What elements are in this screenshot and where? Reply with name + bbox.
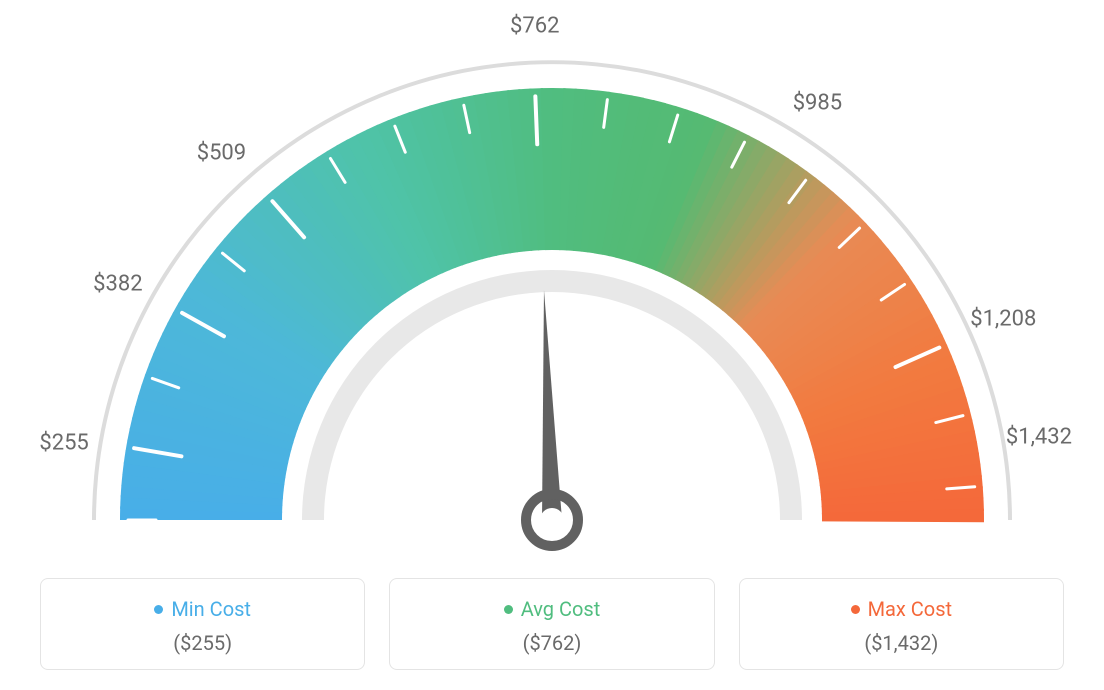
gauge-tick-label: $985 <box>793 91 842 116</box>
legend-title-avg: Avg Cost <box>504 597 601 621</box>
legend-value-avg: ($762) <box>400 631 703 655</box>
gauge-tick-label: $762 <box>510 14 559 39</box>
gauge-svg <box>0 0 1104 560</box>
legend-title-max: Max Cost <box>851 597 953 621</box>
gauge-tick-label: $509 <box>197 140 246 165</box>
legend-card-max: Max Cost ($1,432) <box>739 578 1064 670</box>
legend-row: Min Cost ($255) Avg Cost ($762) Max Cost… <box>0 578 1104 670</box>
legend-dot-max <box>851 605 860 614</box>
legend-title-text-min: Min Cost <box>171 597 251 621</box>
legend-value-min: ($255) <box>51 631 354 655</box>
gauge-tick-label: $1,208 <box>970 307 1036 332</box>
gauge-chart: $255 $382 $509 $762 $985 $1,208 $1,432 <box>0 0 1104 560</box>
legend-title-min: Min Cost <box>154 597 251 621</box>
gauge-tick-label: $382 <box>93 272 142 297</box>
legend-card-avg: Avg Cost ($762) <box>389 578 714 670</box>
gauge-tick-label: $255 <box>39 430 88 455</box>
legend-dot-avg <box>504 605 513 614</box>
legend-title-text-avg: Avg Cost <box>521 597 601 621</box>
legend-value-max: ($1,432) <box>750 631 1053 655</box>
legend-dot-min <box>154 605 163 614</box>
legend-card-min: Min Cost ($255) <box>40 578 365 670</box>
legend-title-text-max: Max Cost <box>868 597 953 621</box>
gauge-tick-label: $1,432 <box>1006 424 1072 449</box>
